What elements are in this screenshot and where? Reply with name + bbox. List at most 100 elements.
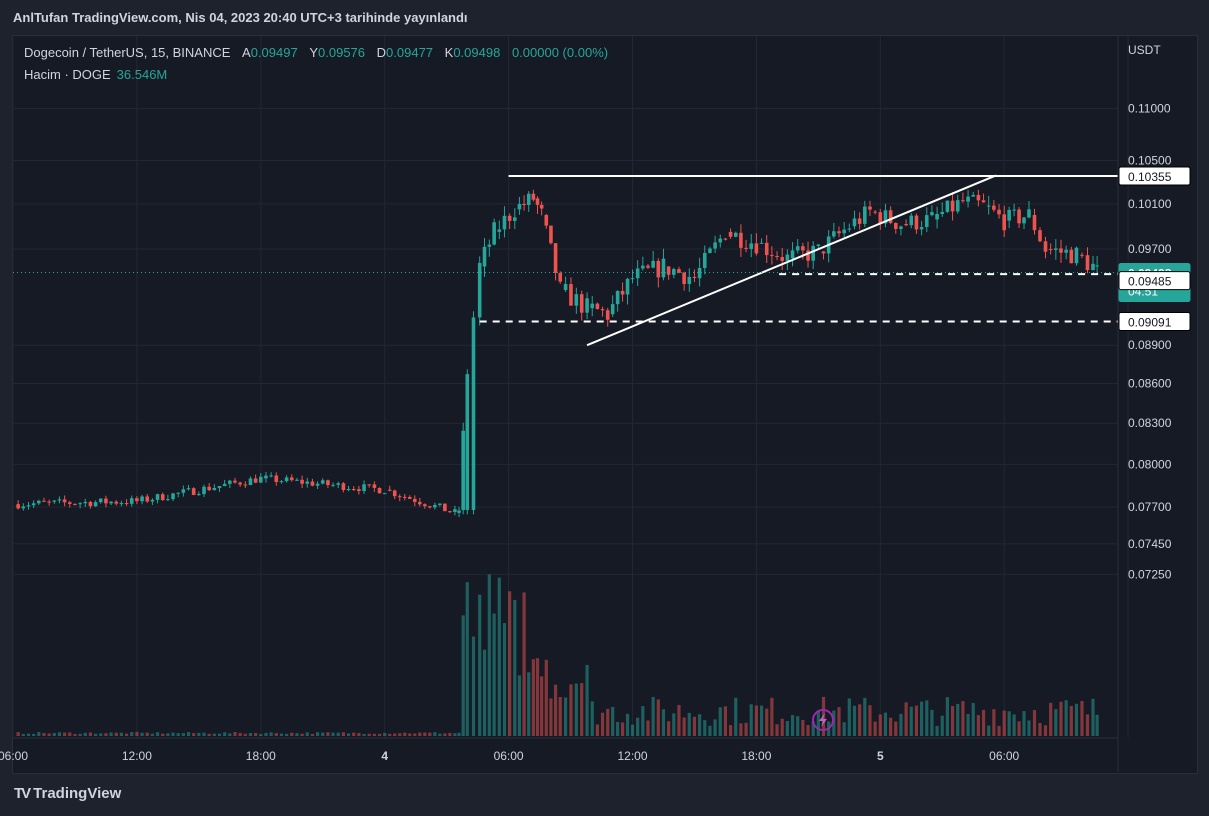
volume-bar — [171, 732, 175, 736]
candle-body — [453, 509, 457, 512]
candle-body — [718, 238, 723, 243]
candle-body — [1080, 254, 1084, 256]
candle-body — [67, 502, 72, 504]
open-value: 0.09497 — [250, 45, 298, 60]
time-axis: 06:00 12:00 18:00 4 06:00 12:00 18:00 5 06:00 — [0, 737, 1118, 763]
candle-body — [93, 502, 98, 507]
symbol-name[interactable]: Dogecoin / TetherUS, 15, BINANCE — [24, 45, 231, 60]
candle-body — [217, 486, 222, 488]
candle-body — [728, 231, 733, 237]
candle-body — [372, 484, 377, 488]
volume-bar — [1080, 700, 1084, 736]
chart-panel[interactable] — [12, 35, 1198, 774]
low-value: 0.09477 — [386, 45, 434, 60]
volume-bar — [310, 733, 315, 736]
candle-body — [790, 250, 795, 259]
candle-body — [166, 499, 170, 501]
volume-bar — [899, 713, 903, 736]
volume-bar — [785, 721, 789, 736]
candle-body — [104, 498, 108, 504]
volume-bar — [620, 722, 625, 736]
volume-bar — [558, 697, 562, 736]
candle-body — [191, 488, 196, 495]
candle-body — [574, 294, 579, 306]
candle-body — [289, 477, 294, 481]
lightning-icon[interactable] — [812, 709, 834, 731]
volume-bar — [616, 721, 620, 736]
candle-body — [279, 481, 284, 483]
candle-body — [78, 503, 82, 505]
candle-body — [465, 374, 470, 510]
candle-body — [461, 430, 465, 510]
volume-bar — [274, 733, 278, 736]
candle-body — [145, 496, 150, 502]
volume-bar — [611, 706, 615, 736]
candle-body — [873, 211, 877, 213]
volume-bar — [651, 696, 655, 736]
candle-body — [457, 510, 461, 513]
candle-body — [428, 506, 432, 508]
volume-bar — [290, 732, 294, 736]
candle-body — [47, 501, 51, 503]
volume-bar — [976, 715, 980, 736]
volume-bar — [259, 733, 263, 736]
candle-body — [646, 265, 650, 268]
volume-bar — [1059, 701, 1063, 736]
tradingview-logo[interactable]: TV TradingView — [14, 785, 121, 802]
volume-bar — [497, 577, 501, 736]
candle-body — [924, 215, 929, 228]
candle-body — [770, 255, 774, 257]
volume-bar — [595, 724, 599, 736]
candle-body — [471, 317, 476, 510]
volume-bar — [119, 732, 124, 736]
price-tag-low: 0.09091 — [1128, 315, 1172, 329]
candle-body — [26, 505, 31, 507]
candle-body — [253, 478, 258, 483]
volume-bar — [32, 733, 36, 736]
candle-body — [553, 243, 558, 274]
volume-bar — [1043, 725, 1048, 736]
volume-bar — [858, 704, 862, 736]
volume-bar — [135, 732, 139, 736]
candle-body — [558, 273, 563, 282]
candle-body — [549, 225, 553, 244]
volume-bar — [889, 717, 893, 736]
candle-body — [207, 486, 211, 491]
candle-body — [801, 246, 805, 251]
candle-body — [764, 242, 769, 256]
volume-bar — [1064, 700, 1068, 736]
volume-bar — [796, 716, 800, 736]
volume-bar — [517, 675, 522, 736]
volume-bar — [461, 615, 465, 736]
volume-bar — [661, 709, 666, 736]
volume-bar — [418, 732, 422, 736]
volume-bar — [423, 732, 427, 736]
candle-body — [832, 231, 836, 237]
volume-bar — [765, 708, 769, 736]
candle-body — [300, 479, 304, 484]
candle-body — [222, 483, 227, 487]
candle-body — [367, 484, 372, 486]
currency-unit[interactable]: USDT — [1128, 43, 1161, 57]
volume-bar — [457, 732, 461, 736]
tv-logo-icon: TV — [14, 785, 31, 802]
candle-body — [341, 483, 346, 491]
candle-body — [1022, 217, 1026, 224]
volume-bar — [868, 705, 872, 736]
volume-bar — [124, 733, 129, 736]
volume-bar — [790, 715, 795, 736]
volume-bar — [966, 713, 970, 736]
volume-bar — [68, 732, 72, 736]
volume-bar — [569, 684, 573, 736]
volume-bar — [1074, 703, 1079, 736]
volume-bar — [904, 702, 908, 736]
volume-label[interactable]: Hacim · DOGE — [24, 67, 111, 82]
candle-body — [114, 501, 119, 504]
candle-body — [197, 494, 201, 496]
publish-caption: AnlTufan TradingView.com, Nis 04, 2023 2… — [13, 10, 468, 25]
candle-body — [88, 501, 93, 507]
candle-body — [522, 203, 526, 206]
candle-body — [326, 480, 330, 485]
price-tick-label: 0.08600 — [1128, 377, 1172, 391]
